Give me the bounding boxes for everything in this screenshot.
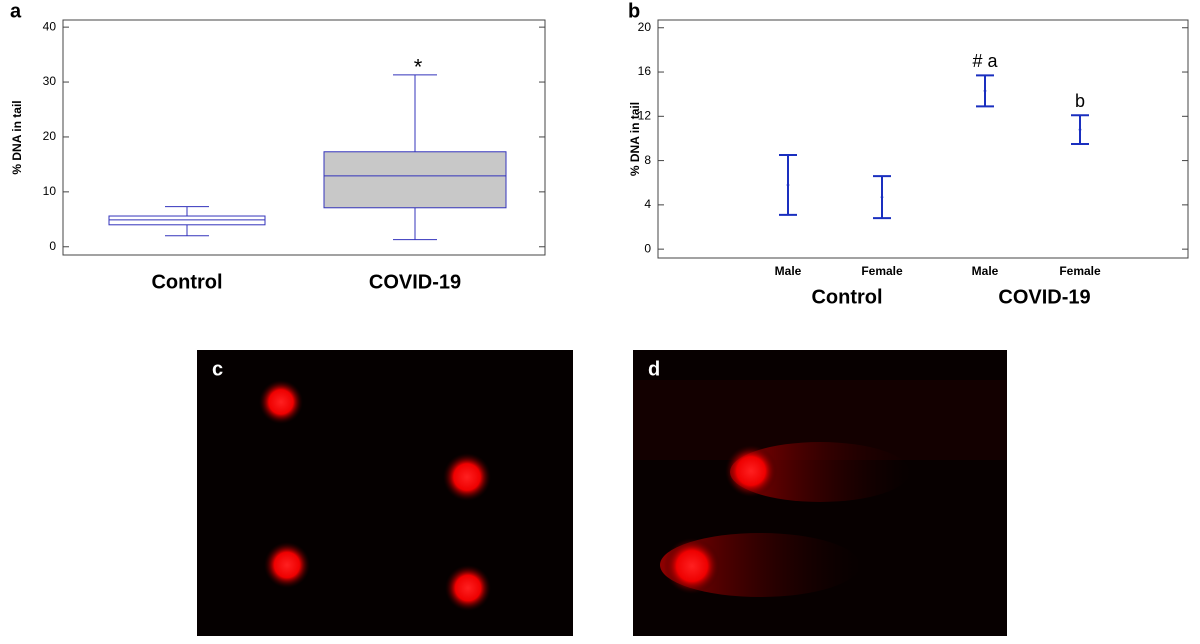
y-tick-label: 30 xyxy=(43,74,57,88)
x-tick-label: Female xyxy=(861,264,903,278)
y-tick-label: 12 xyxy=(638,108,652,122)
y-tick-label: 0 xyxy=(49,239,56,253)
y-tick-label: 8 xyxy=(644,153,651,167)
panel-label: c xyxy=(212,358,223,380)
panel-label: b xyxy=(628,0,640,22)
plot-frame xyxy=(62,19,546,256)
mean-point xyxy=(880,195,884,199)
annotation: b xyxy=(1075,91,1085,111)
x-tick-label: COVID-19 xyxy=(369,271,461,293)
plot-frame xyxy=(657,19,1189,259)
mean-point xyxy=(786,183,790,187)
annotation: * xyxy=(414,55,423,80)
y-tick-label: 16 xyxy=(638,64,652,78)
panel-label: a xyxy=(10,0,22,22)
image-c: c xyxy=(197,350,573,636)
y-axis-label: % DNA in tail xyxy=(628,102,642,176)
y-tick-label: 4 xyxy=(644,197,651,211)
y-tick-label: 0 xyxy=(644,241,651,255)
y-tick-label: 20 xyxy=(638,20,652,34)
y-tick-label: 40 xyxy=(43,19,57,33)
x-tick-label: Control xyxy=(151,271,222,293)
mean-point xyxy=(983,89,987,93)
annotation: # a xyxy=(972,51,998,71)
x-tick-label: Male xyxy=(972,264,999,278)
group-label: COVID-19 xyxy=(998,286,1090,308)
x-tick-label: Female xyxy=(1059,264,1101,278)
x-tick-label: Male xyxy=(775,264,802,278)
y-tick-label: 10 xyxy=(43,184,57,198)
y-tick-label: 20 xyxy=(43,129,57,143)
mean-point xyxy=(1078,128,1082,131)
panel-label: d xyxy=(648,358,660,380)
y-axis-label: % DNA in tail xyxy=(10,100,24,174)
box xyxy=(323,151,507,209)
box xyxy=(108,215,266,226)
group-label: Control xyxy=(811,286,882,308)
image-d: d xyxy=(633,350,1007,636)
